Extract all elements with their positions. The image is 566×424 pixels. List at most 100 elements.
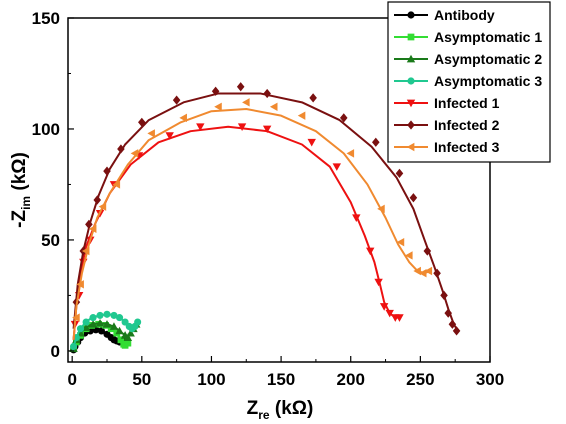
series-infected-3 xyxy=(72,98,433,340)
data-point-asymptomatic-3 xyxy=(115,314,124,322)
data-point-infected-3 xyxy=(405,251,413,260)
data-point-infected-2 xyxy=(103,166,111,176)
data-point-infected-1 xyxy=(165,132,174,140)
data-point-infected-3 xyxy=(346,149,355,158)
data-point-infected-3 xyxy=(396,237,405,247)
legend-marker-infected-2 xyxy=(407,120,415,130)
legend-label-infected-3: Infected 3 xyxy=(434,139,500,155)
y-tick-label: 100 xyxy=(32,120,60,139)
legend-label-antibody: Antibody xyxy=(434,7,495,23)
data-point-infected-1 xyxy=(196,123,205,131)
data-point-infected-1 xyxy=(366,247,375,256)
data-point-infected-3 xyxy=(377,204,385,214)
data-point-infected-2 xyxy=(339,113,348,123)
y-tick-labels: 0 50 100 150 xyxy=(32,9,60,361)
data-point-asymptomatic-1 xyxy=(124,339,132,347)
x-tick-label: 300 xyxy=(476,370,504,389)
data-point-infected-2 xyxy=(138,117,146,127)
data-point-infected-1 xyxy=(332,163,341,171)
data-point-infected-2 xyxy=(423,246,432,256)
data-point-antibody xyxy=(97,327,105,335)
fit-line-infected-2 xyxy=(72,92,459,332)
x-tick-label: 0 xyxy=(67,370,76,389)
data-point-asymptomatic-3 xyxy=(76,325,85,333)
data-point-infected-3 xyxy=(214,102,222,111)
x-tick-label: 250 xyxy=(406,370,434,389)
data-point-infected-1 xyxy=(237,123,247,131)
y-tick-label: 150 xyxy=(32,9,60,28)
data-point-infected-3 xyxy=(242,98,250,107)
data-point-infected-2 xyxy=(85,219,93,230)
data-point-asymptomatic-2 xyxy=(115,326,124,335)
data-point-infected-2 xyxy=(440,290,448,301)
data-point-infected-2 xyxy=(236,82,245,92)
data-point-infected-2 xyxy=(93,195,102,205)
data-point-infected-3 xyxy=(424,266,433,276)
x-axis-label: Zre (kΩ) xyxy=(247,398,314,422)
data-point-infected-1 xyxy=(307,138,316,147)
y-tick-label: 50 xyxy=(41,231,60,250)
series-layer xyxy=(69,82,461,354)
data-point-infected-2 xyxy=(395,168,404,178)
legend-marker-infected-3 xyxy=(406,142,415,152)
legend-marker-asymptomatic-2 xyxy=(406,54,416,63)
data-point-infected-3 xyxy=(98,202,107,211)
data-point-infected-1 xyxy=(385,309,394,318)
data-point-asymptomatic-2 xyxy=(123,333,133,341)
data-point-infected-2 xyxy=(263,88,271,99)
x-tick-label: 100 xyxy=(197,370,225,389)
data-point-infected-1 xyxy=(352,214,361,222)
data-point-asymptomatic-2 xyxy=(102,320,112,328)
legend: Antibody Asymptomatic 1 Asymptomatic 2 Asym… xyxy=(387,1,551,163)
legend-marker-antibody xyxy=(407,11,415,19)
data-point-infected-1 xyxy=(379,303,389,311)
series-asymptomatic-3 xyxy=(70,310,142,352)
data-point-infected-2 xyxy=(433,268,441,278)
data-point-asymptomatic-3 xyxy=(96,311,104,319)
x-tick-labels: 0 50 100 150 200 250 300 xyxy=(67,370,504,389)
data-point-infected-3 xyxy=(147,129,155,138)
legend-label-asymptomatic-1: Asymptomatic 1 xyxy=(434,29,542,45)
data-point-infected-2 xyxy=(448,319,457,329)
fit-line-infected-3 xyxy=(72,107,431,340)
x-tick-label: 50 xyxy=(132,370,151,389)
data-point-infected-3 xyxy=(413,266,421,276)
data-point-infected-3 xyxy=(130,149,139,158)
data-point-infected-3 xyxy=(297,111,306,120)
data-point-infected-3 xyxy=(76,280,84,289)
data-point-asymptomatic-3 xyxy=(110,311,118,319)
data-point-infected-2 xyxy=(172,95,181,105)
data-point-infected-2 xyxy=(309,93,317,103)
plot-frame xyxy=(67,17,491,363)
y-axis-label: -Zim (kΩ) xyxy=(9,152,33,228)
data-point-infected-3 xyxy=(88,224,97,234)
legend-label-infected-2: Infected 2 xyxy=(434,117,500,133)
data-point-infected-3 xyxy=(418,269,427,278)
legend-marker-asymptomatic-3 xyxy=(407,77,415,85)
data-point-infected-3 xyxy=(81,246,90,256)
data-point-asymptomatic-3 xyxy=(134,318,142,326)
legend-label-infected-1: Infected 1 xyxy=(434,95,500,111)
data-point-infected-1 xyxy=(395,314,404,322)
fit-line-infected-1 xyxy=(72,125,400,340)
legend-marker-infected-1 xyxy=(406,99,416,108)
legend-label-asymptomatic-2: Asymptomatic 2 xyxy=(434,51,542,67)
data-point-infected-3 xyxy=(179,113,187,123)
legend-label-asymptomatic-3: Asymptomatic 3 xyxy=(434,73,542,89)
data-point-infected-2 xyxy=(444,308,452,318)
data-point-asymptomatic-2 xyxy=(109,322,119,330)
x-tick-label: 200 xyxy=(337,370,365,389)
y-tick-label: 0 xyxy=(51,342,60,361)
data-point-asymptomatic-3 xyxy=(70,342,78,351)
data-point-infected-2 xyxy=(117,144,125,154)
plot-area xyxy=(67,17,491,363)
data-point-infected-1 xyxy=(262,125,272,134)
x-tick-label: 150 xyxy=(267,370,295,389)
data-point-infected-2 xyxy=(452,326,461,336)
data-point-infected-3 xyxy=(112,180,121,189)
data-point-asymptomatic-3 xyxy=(89,314,97,322)
data-point-asymptomatic-2 xyxy=(95,318,105,327)
data-point-asymptomatic-3 xyxy=(82,318,90,326)
data-point-infected-3 xyxy=(269,102,278,111)
